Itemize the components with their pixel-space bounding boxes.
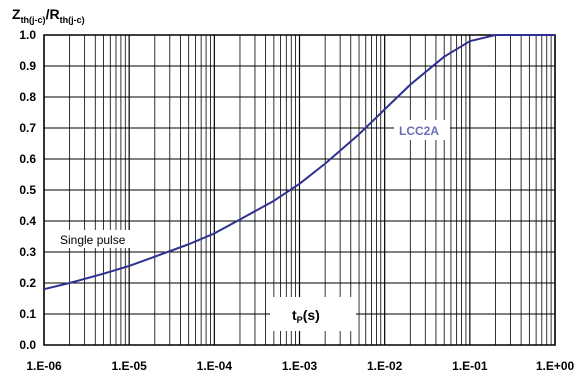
x-axis-label: tP(s): [270, 297, 356, 331]
pulse-label: Single pulse: [60, 233, 126, 247]
y-axis-label-sep: /: [46, 6, 50, 22]
plot-frame: [43, 34, 556, 346]
x-tick-label: 1.E-05: [111, 359, 147, 373]
y-axis-label-main: Z: [12, 6, 21, 22]
y-tick-label: 0.8: [19, 90, 36, 104]
pulse-label-background: [54, 230, 150, 248]
x-axis-label-suffix: (s): [303, 307, 320, 323]
y-tick-label: 0.1: [19, 307, 36, 321]
x-axis-label-main: t: [292, 307, 297, 323]
y-tick-label: 0.0: [19, 338, 36, 352]
x-tick-label: 1.E-06: [26, 359, 62, 373]
y-tick-label: 0.9: [19, 59, 36, 73]
y-axis-label-main2: R: [49, 6, 59, 22]
y-tick-label: 0.6: [19, 152, 36, 166]
series-annotation: LCC2A: [394, 120, 450, 140]
grid: [43, 34, 556, 346]
x-axis-label-sub: P: [297, 315, 303, 325]
svg-text:tP(s): tP(s): [292, 307, 320, 325]
series-layer: [43, 34, 555, 291]
series-line-lcc2a: [43, 34, 555, 291]
y-axis-label: Zth(j-c)/Rth(j-c): [12, 6, 85, 25]
series-label: LCC2A: [399, 124, 439, 138]
y-axis-label-sub2: th(j-c): [60, 15, 85, 25]
x-tick-label: 1.E-02: [367, 359, 403, 373]
y-tick-label: 0.3: [19, 245, 36, 259]
x-tick-label: 1.E-04: [197, 359, 233, 373]
y-tick-label: 0.4: [19, 214, 36, 228]
y-tick-label: 0.2: [19, 276, 36, 290]
x-tick-label: 1.E-01: [452, 359, 488, 373]
x-tick-label: 1.E+00: [536, 359, 575, 373]
y-axis-label-sub1: th(j-c): [21, 15, 46, 25]
x-axis-label-background: [270, 297, 356, 331]
y-tick-label: 0.7: [19, 121, 36, 135]
x-tick-label: 1.E-03: [282, 359, 318, 373]
x-tick-labels: 1.E-06 1.E-05 1.E-04 1.E-03 1.E-02 1.E-01 1.E+…: [26, 359, 574, 373]
pulse-annotation: Single pulse: [54, 230, 150, 248]
series-label-background: [394, 120, 450, 140]
y-tick-label: 0.5: [19, 183, 36, 197]
y-tick-labels: 0.0 0.1 0.2 0.3 0.4 0.5 0.6 0.7 0.8 0.9 1.0: [19, 28, 36, 352]
y-tick-label: 1.0: [19, 28, 36, 42]
